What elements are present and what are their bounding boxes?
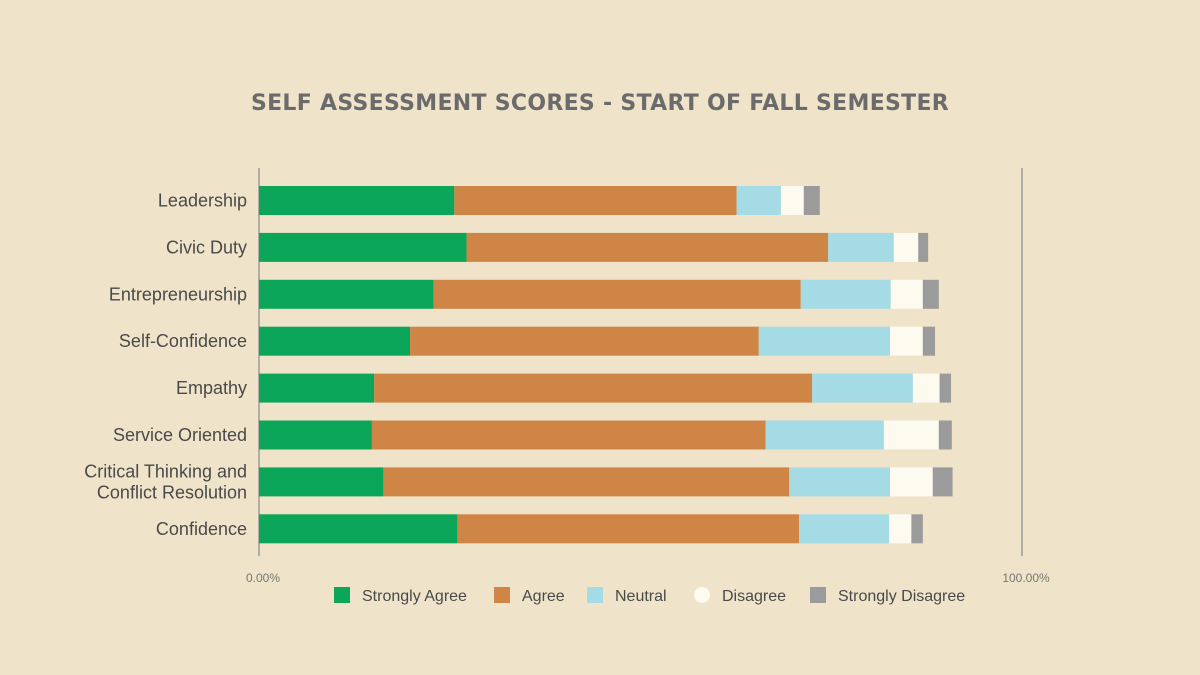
chart-title: SELF ASSESSMENT SCORES - START OF FALL S… [251, 91, 949, 116]
bar-segment [932, 467, 953, 497]
category-label: Self-Confidence [119, 331, 247, 351]
category-label: Critical Thinking and Conflict Resolution [84, 461, 247, 502]
legend-item: Disagree [694, 587, 786, 605]
bar-segment [259, 232, 467, 262]
bar-segment [410, 326, 759, 356]
legend-label: Agree [522, 588, 565, 605]
bar-segment [918, 232, 929, 262]
x-tick-label: 0.00% [246, 571, 280, 585]
bar-segment [800, 279, 891, 309]
legend-item: Strongly Disagree [810, 587, 965, 605]
legend-swatch [334, 587, 350, 603]
bar-segment [758, 326, 891, 356]
bar-segment [454, 186, 737, 215]
bar-segment [890, 326, 923, 356]
bar-segment [803, 186, 820, 215]
category-label: Confidence [156, 519, 247, 539]
category-label: Leadership [158, 191, 247, 211]
bar-segment [828, 232, 894, 262]
bar-segment [374, 373, 813, 403]
category-label: Civic Duty [166, 237, 247, 257]
bar-segment [371, 420, 766, 450]
bar-segment [889, 514, 912, 544]
bar-segment [912, 373, 940, 403]
bar-segment [259, 326, 411, 356]
category-labels: Leadership Civic Duty Entrepreneurship Self… [84, 191, 247, 539]
bar-segment [466, 232, 829, 262]
x-axis-ticks: 0.00% 100.00% [246, 571, 1050, 585]
category-label: Empathy [176, 378, 247, 398]
bar-segment [812, 373, 913, 403]
bar-segment [883, 420, 939, 450]
legend-item: Strongly Agree [334, 587, 467, 605]
bar-segment [939, 373, 952, 403]
legend-swatch [494, 587, 510, 603]
bar-segment [890, 279, 923, 309]
bar-segment [893, 232, 919, 262]
legend-label: Disagree [722, 588, 786, 605]
legend-swatch [810, 587, 826, 603]
legend-item: Neutral [587, 587, 667, 605]
bar-segment [890, 467, 933, 497]
bar-segment [789, 467, 890, 497]
bar-segment [780, 186, 804, 215]
category-label: Service Oriented [113, 425, 247, 445]
bar-segment [259, 186, 455, 215]
bar-segment [259, 467, 384, 497]
chart-bars [259, 186, 953, 544]
chart-legend: Strongly Agree Agree Neutral Disagree Strong… [334, 587, 965, 605]
legend-label: Strongly Disagree [838, 588, 965, 605]
bar-segment [938, 420, 952, 450]
bar-segment [259, 420, 372, 450]
bar-segment [736, 186, 781, 215]
bar-segment [457, 514, 800, 544]
legend-item: Agree [494, 587, 565, 605]
category-label: Entrepreneurship [109, 284, 247, 304]
bar-segment [765, 420, 884, 450]
bar-segment [259, 373, 375, 403]
bar-segment [433, 279, 801, 309]
bar-segment [799, 514, 890, 544]
chart-axes [258, 168, 1023, 556]
legend-swatch [587, 587, 603, 603]
bar-segment [922, 279, 939, 309]
bar-segment [259, 279, 434, 309]
legend-label: Strongly Agree [362, 588, 467, 605]
bar-segment [911, 514, 923, 544]
x-tick-label: 100.00% [1002, 571, 1050, 585]
bar-segment [383, 467, 790, 497]
legend-label: Neutral [615, 588, 667, 605]
bar-segment [922, 326, 936, 356]
legend-swatch [694, 587, 710, 603]
bar-segment [259, 514, 458, 544]
